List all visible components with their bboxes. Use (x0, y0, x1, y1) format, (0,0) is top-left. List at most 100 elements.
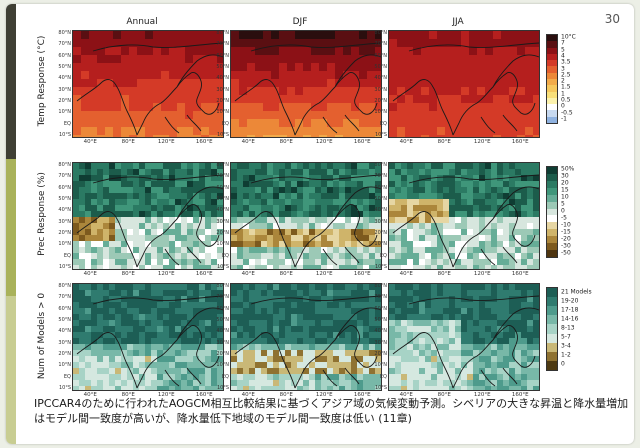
lat-tick: 10°S (374, 132, 387, 138)
colorbar-label: 15 (561, 186, 569, 194)
lat-tick: 80°N (216, 283, 229, 289)
lat-tick: EQ (221, 373, 229, 380)
lat-tick: EQ (63, 120, 71, 127)
colorbar-label: 3-4 (561, 342, 571, 350)
lat-tick: 10°S (374, 385, 387, 391)
lat-tick: 80°N (374, 283, 387, 289)
lat-tick: 10°S (58, 132, 71, 138)
map-field-prec-djf (231, 163, 381, 269)
lat-tick: 50°N (58, 196, 71, 202)
lon-tick: 40°E (241, 139, 255, 145)
colorbar-models (546, 287, 558, 371)
lat-tick: EQ (221, 120, 229, 127)
lat-tick: 60°N (58, 305, 71, 312)
colorbar-label: 21 Models (561, 288, 592, 296)
lat-tick: 40°N (216, 207, 229, 214)
lon-tick: 80°E (437, 392, 451, 398)
lat-tick: 20°N (374, 351, 387, 357)
map-panel-temp-djf (230, 30, 382, 138)
colorbar-label: 4 (561, 52, 565, 60)
lat-tick: 70°N (374, 294, 387, 301)
lon-tick: 80°E (279, 271, 293, 277)
colorbar-swatch (547, 167, 557, 174)
lat-tick: 50°N (374, 317, 387, 323)
colorbar-swatch (547, 351, 557, 361)
lat-tick: 40°N (374, 328, 387, 335)
map-panel-temp-annual (72, 30, 224, 138)
latitude-ticks: 80°N 70°N 60°N 50°N 40°N 30°N 20°N 10°N EQ 10°S (56, 30, 71, 138)
longitude-ticks: 40°E 80°E 120°E 160°E (230, 271, 382, 279)
lat-tick: 10°S (374, 264, 387, 270)
lat-tick: 70°N (58, 41, 71, 48)
column-title-djf: DJF (292, 17, 308, 27)
map-field-prec-annual (73, 163, 223, 269)
map-panel-models-djf (230, 283, 382, 391)
map-field-models-annual (73, 284, 223, 390)
colorbar-swatch (547, 47, 557, 54)
lat-tick: 30°N (216, 339, 229, 346)
lat-tick: 70°N (374, 41, 387, 48)
latitude-ticks: 80°N 70°N 60°N 50°N 40°N 30°N 20°N 10°N EQ 10°S (56, 283, 71, 391)
lat-tick: 10°S (216, 385, 229, 391)
colorbar-label: -10 (561, 221, 571, 229)
colorbar-label: -5 (561, 214, 567, 222)
lat-tick: 40°N (58, 75, 71, 82)
lat-tick: 80°N (374, 30, 387, 36)
colorbar-label: 7 (561, 39, 565, 47)
lat-tick: 40°N (374, 207, 387, 214)
lon-tick: 160°E (353, 271, 371, 277)
lon-tick: 40°E (399, 392, 413, 398)
colorbar-swatch (547, 110, 557, 117)
colorbar-label: 50% (561, 165, 575, 173)
longitude-ticks: 40°E 80°E 120°E 160°E (230, 139, 382, 147)
lon-tick: 80°E (437, 139, 451, 145)
column-title-jja: JJA (452, 17, 464, 27)
map-field-models-jja (389, 284, 539, 390)
lat-tick: 30°N (216, 86, 229, 93)
colorbar-swatch (547, 97, 557, 105)
latitude-ticks: 80°N 70°N 60°N 50°N 40°N 30°N 20°N 10°N EQ 10°S (214, 30, 229, 138)
colorbar-swatch (547, 60, 557, 67)
lon-tick: 120°E (473, 271, 491, 277)
colorbar-swatch (547, 208, 557, 216)
lat-tick: 10°N (58, 109, 71, 116)
lon-tick: 160°E (353, 392, 371, 398)
lat-tick: 20°N (58, 230, 71, 236)
lat-tick: 20°N (216, 230, 229, 236)
coastline (76, 174, 223, 268)
colorbar-swatch (547, 41, 557, 48)
lat-tick: 10°S (58, 264, 71, 270)
colorbar-swatch (547, 53, 557, 61)
lon-tick: 40°E (83, 271, 97, 277)
lon-tick: 160°E (511, 392, 529, 398)
colorbar-swatch (547, 35, 557, 42)
lon-tick: 40°E (83, 392, 97, 398)
colorbar-label: 17-18 (561, 306, 579, 314)
colorbar-swatch (547, 288, 557, 298)
lon-tick: 80°E (121, 271, 135, 277)
lon-tick: 160°E (511, 271, 529, 277)
slide: 30 Annual DJF JJA Temp Response (°C) Pre… (6, 4, 634, 444)
colorbar-swatch (547, 250, 557, 257)
colorbar-label: 0 (561, 360, 565, 368)
lat-tick: 40°N (58, 207, 71, 214)
colorbar-swatch (547, 315, 557, 325)
column-title-annual: Annual (126, 17, 158, 27)
colorbar-swatch (547, 85, 557, 92)
longitude-ticks: 40°E 80°E 120°E 160°E (230, 392, 382, 400)
lat-tick: 20°N (374, 230, 387, 236)
lon-tick: 160°E (195, 271, 213, 277)
coastline (234, 42, 381, 136)
lat-tick: 10°N (58, 241, 71, 248)
colorbar-swatch (547, 187, 557, 195)
lat-tick: 50°N (374, 64, 387, 70)
row-label-models: Num of Models > 0 (37, 292, 47, 380)
lat-tick: 40°N (216, 75, 229, 82)
coastline (392, 295, 539, 389)
lon-tick: 80°E (279, 392, 293, 398)
lat-tick: 60°N (58, 184, 71, 191)
lon-tick: 120°E (315, 139, 333, 145)
colorbar-swatch (547, 306, 557, 316)
lat-tick: 80°N (58, 283, 71, 289)
lat-tick: 10°N (374, 362, 387, 369)
